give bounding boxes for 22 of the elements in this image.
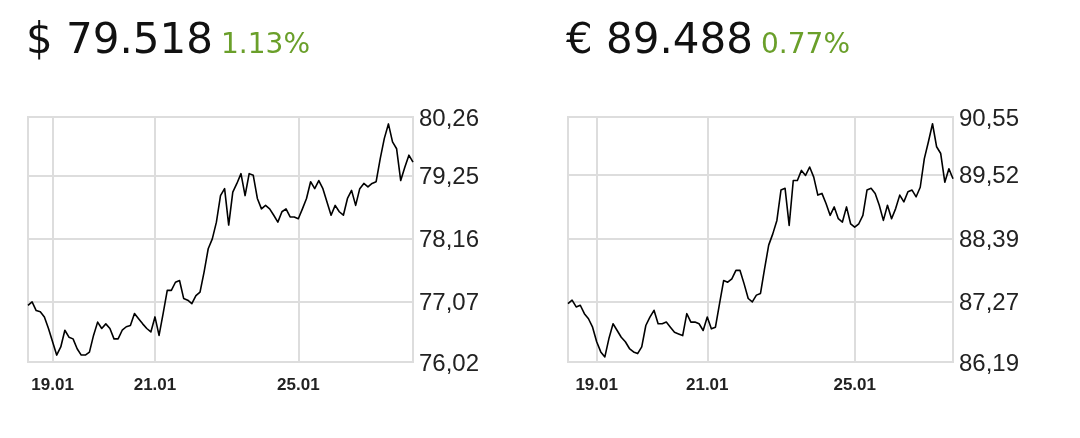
x-tick-label: 21.01 xyxy=(685,375,729,394)
chart-title: $ 79.518 xyxy=(26,14,214,63)
y-tick-label: 89,52 xyxy=(959,161,1020,189)
y-tick-label: 79,25 xyxy=(419,161,480,189)
y-tick-label: 77,07 xyxy=(419,287,480,315)
y-tick-label: 87,27 xyxy=(959,287,1020,315)
x-tick-label: 19.01 xyxy=(31,375,74,394)
chart-subtitle: 0.77% xyxy=(761,27,850,60)
x-tick-label: 21.01 xyxy=(133,375,177,394)
y-tick-label: 88,39 xyxy=(959,224,1020,252)
chart-title: € 89.488 xyxy=(566,14,754,63)
x-tick-label: 19.01 xyxy=(575,375,618,394)
y-tick-label: 90,55 xyxy=(959,103,1020,131)
x-tick-label: 25.01 xyxy=(833,375,876,394)
y-tick-label: 76,02 xyxy=(419,348,480,376)
line-series xyxy=(27,123,414,356)
line-series xyxy=(567,122,954,358)
chart-subtitle: 1.13% xyxy=(221,27,310,60)
y-tick-label: 86,19 xyxy=(959,348,1020,376)
x-tick-label: 25.01 xyxy=(277,375,320,394)
y-tick-label: 80,26 xyxy=(419,103,480,131)
y-tick-label: 78,16 xyxy=(419,224,480,252)
